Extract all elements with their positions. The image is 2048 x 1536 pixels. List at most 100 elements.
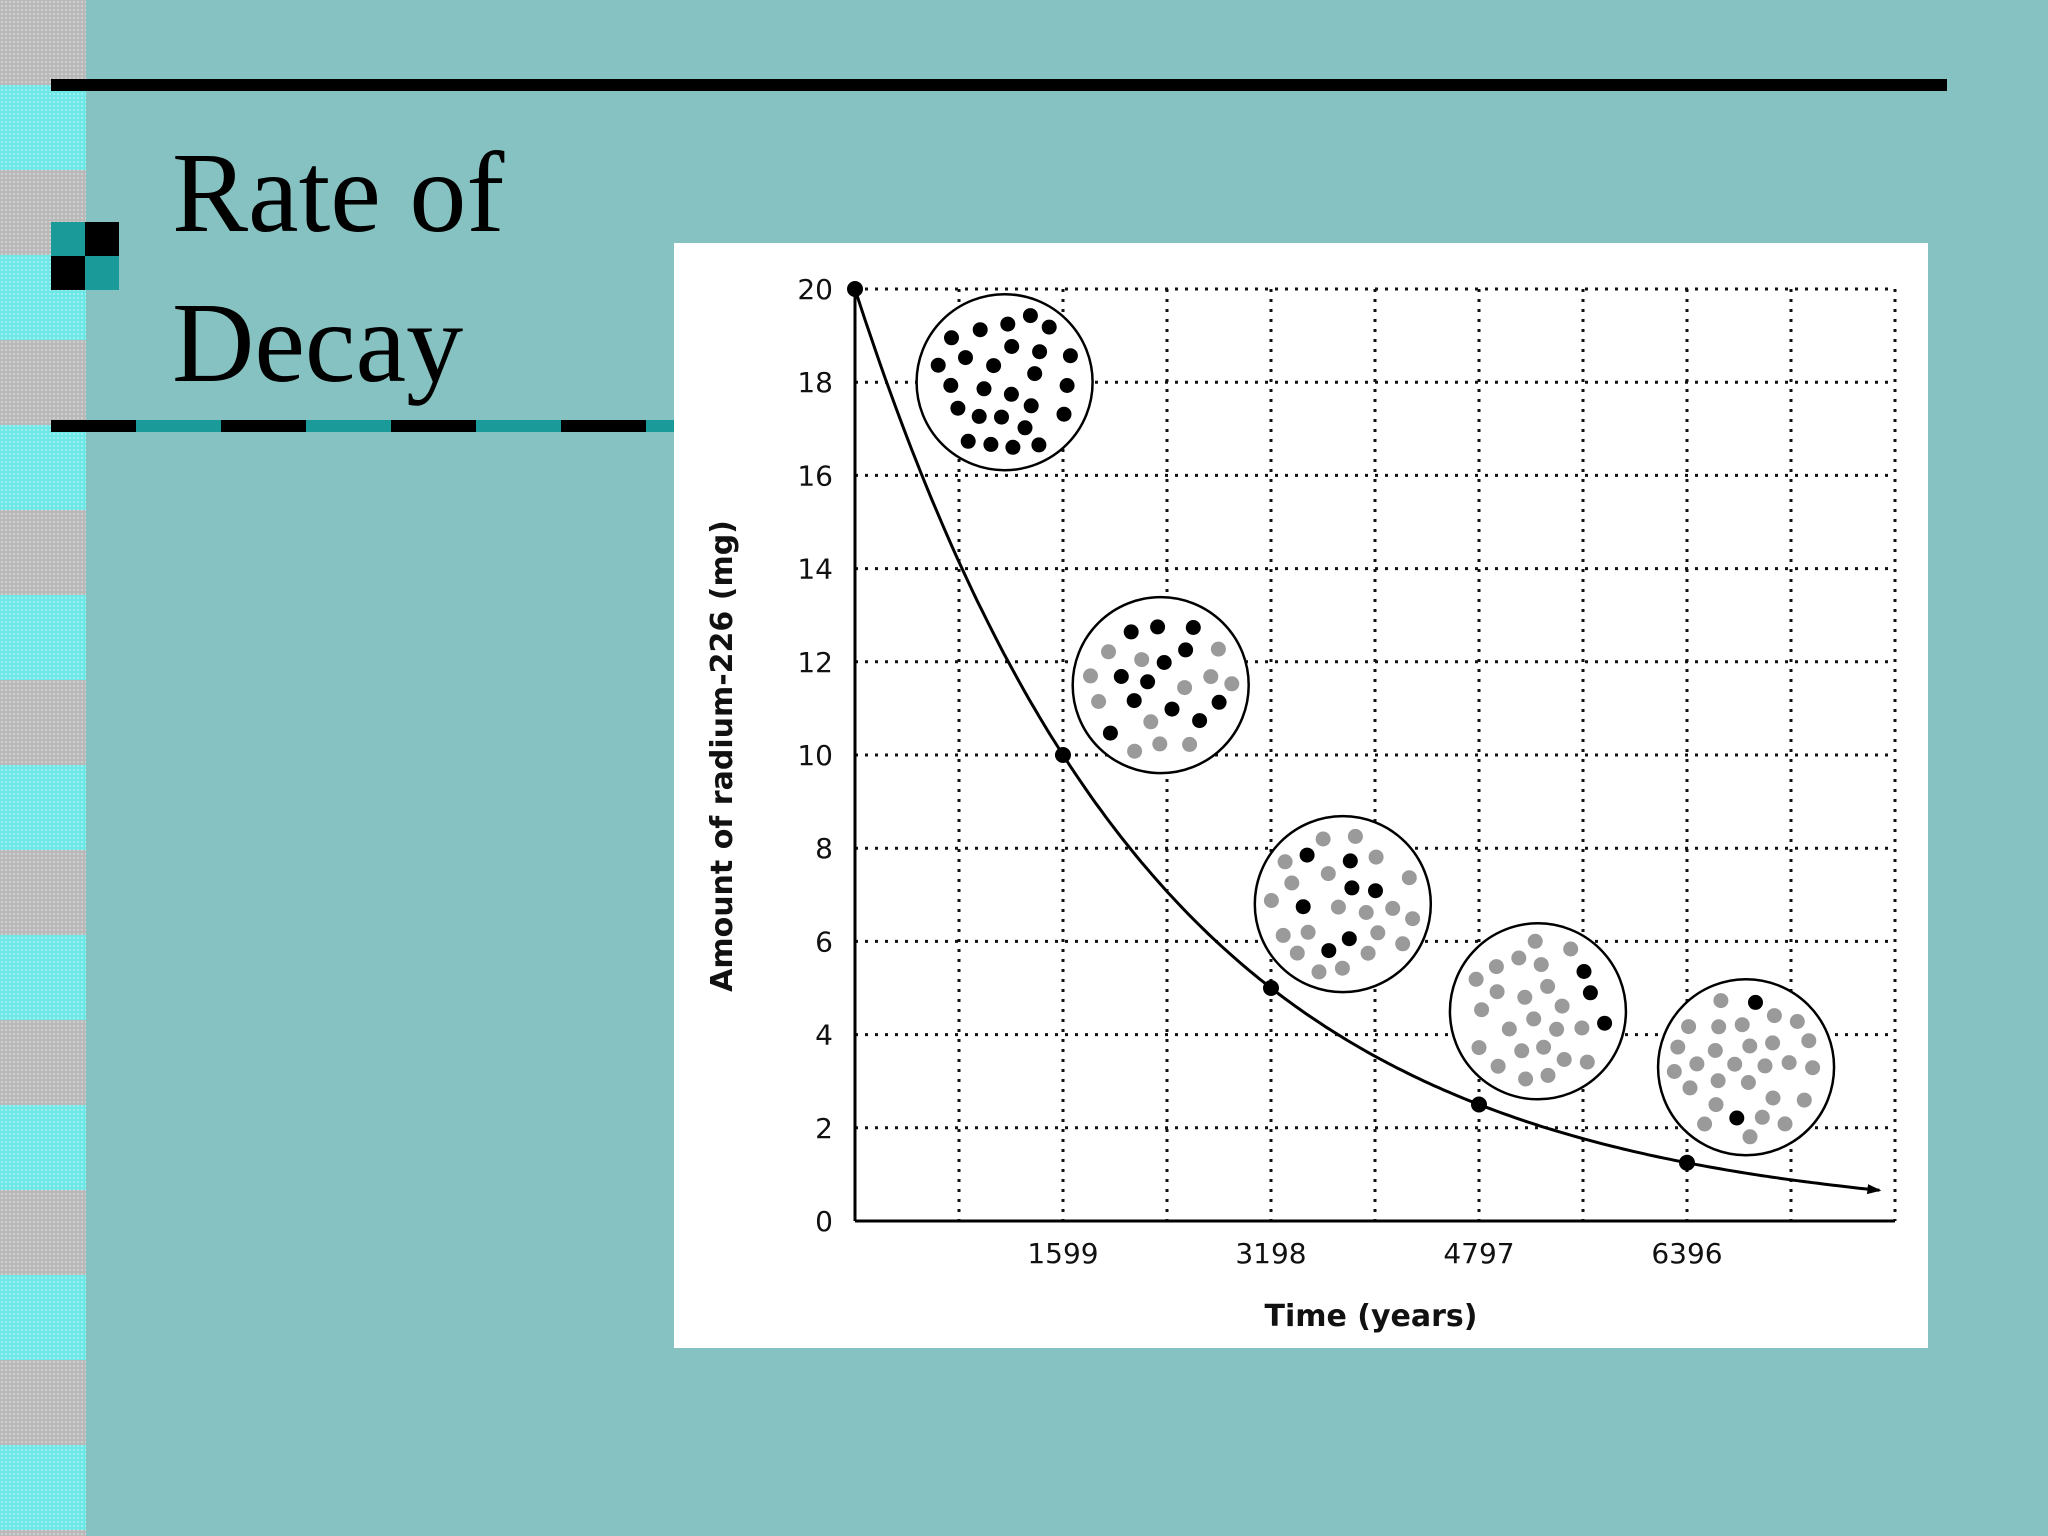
y-tick-label: 14: [797, 553, 833, 586]
title-underline-rule: [51, 420, 675, 432]
radium-atom-dot: [1185, 620, 1201, 635]
radium-atom-dot: [1178, 642, 1194, 658]
data-point: [1679, 1154, 1695, 1171]
decayed-atom-dot: [1707, 1043, 1723, 1058]
decayed-atom-dot: [1275, 927, 1291, 943]
atom-sample: [1253, 814, 1433, 994]
decayed-atom-dot: [1540, 1067, 1556, 1083]
radium-atom-dot: [943, 377, 959, 393]
decayed-atom-dot: [1405, 911, 1421, 927]
decayed-atom-dot: [1334, 960, 1350, 976]
data-point: [847, 281, 863, 297]
radium-atom-dot: [1729, 1110, 1745, 1126]
decayed-atom-dot: [1401, 870, 1417, 886]
y-tick-label: 16: [797, 459, 833, 492]
radium-atom-dot: [1576, 964, 1592, 979]
decayed-atom-dot: [1289, 945, 1305, 961]
decayed-atom-dot: [1263, 893, 1279, 908]
chart-axes: [853, 289, 1895, 1223]
radium-atom-dot: [1321, 943, 1337, 959]
decayed-atom-dot: [1549, 1021, 1565, 1037]
decay-chart: 0 2 4 6 8 10 12 14 16 18 20 1599 3198 4797 6396 Time …: [705, 273, 1897, 1334]
radium-atom-dot: [1056, 406, 1072, 422]
radium-atom-dot: [1150, 619, 1166, 635]
decayed-atom-dot: [1368, 849, 1384, 865]
decayed-atom-dot: [1742, 1129, 1758, 1145]
decayed-atom-dot: [1781, 1055, 1797, 1071]
x-tick-label: 1599: [1027, 1237, 1098, 1270]
decayed-atom-dot: [1514, 1043, 1530, 1059]
decayed-atom-dot: [1554, 998, 1570, 1014]
decayed-atom-dot: [1203, 669, 1219, 685]
decayed-atom-dot: [1805, 1060, 1821, 1076]
atom-sample-illustrations: [915, 292, 1836, 1157]
radium-atom-dot: [1102, 725, 1118, 741]
decayed-atom-dot: [1488, 959, 1504, 975]
radium-atom-dot: [1022, 308, 1038, 324]
decayed-atom-dot: [1734, 1017, 1750, 1033]
decayed-atom-dot: [1766, 1008, 1782, 1024]
decayed-atom-dot: [1670, 1039, 1686, 1055]
decayed-atom-dot: [1083, 668, 1098, 684]
decayed-atom-dot: [1101, 644, 1116, 660]
decayed-atom-dot: [1224, 676, 1240, 692]
radium-atom-dot: [958, 350, 973, 366]
decayed-atom-dot: [1681, 1019, 1697, 1035]
decayed-atom-dot: [1801, 1033, 1817, 1049]
decayed-atom-dot: [1527, 933, 1543, 949]
decayed-atom-dot: [1727, 1056, 1743, 1072]
radium-atom-dot: [1344, 880, 1360, 896]
radium-atom-dot: [1000, 316, 1016, 332]
radium-atom-dot: [1156, 655, 1172, 670]
decayed-atom-dot: [1765, 1035, 1781, 1051]
decayed-atom-dot: [1682, 1080, 1698, 1096]
decayed-atom-dot: [1757, 1058, 1773, 1074]
radium-atom-dot: [1299, 847, 1315, 863]
radium-atom-dot: [1192, 713, 1208, 729]
radium-atom-dot: [950, 400, 966, 416]
y-tick-label: 20: [797, 273, 833, 306]
radium-atom-dot: [971, 408, 987, 424]
y-tick-label: 8: [815, 832, 833, 865]
decayed-atom-dot: [1091, 694, 1107, 709]
data-point: [1263, 980, 1279, 996]
decayed-atom-dot: [1518, 1071, 1534, 1087]
y-tick-label: 6: [815, 925, 833, 958]
decayed-atom-dot: [1320, 866, 1336, 882]
decayed-atom-dot: [1526, 1011, 1542, 1027]
y-tick-label: 10: [797, 739, 833, 772]
radium-atom-dot: [1059, 378, 1075, 393]
decayed-atom-dot: [1210, 641, 1226, 657]
data-points: [847, 281, 1695, 1171]
top-divider-rule: [51, 79, 1947, 91]
x-axis-title: Time (years): [1264, 1299, 1477, 1334]
radium-atom-dot: [1003, 386, 1019, 402]
decayed-atom-dot: [1563, 941, 1579, 957]
decayed-atom-dot: [1574, 1020, 1590, 1036]
radium-atom-dot: [1017, 420, 1033, 436]
radium-atom-dot: [1368, 883, 1383, 899]
decayed-atom-dot: [1358, 905, 1374, 920]
decayed-atom-dot: [1489, 984, 1505, 1000]
radium-atom-dot: [1126, 693, 1142, 709]
radium-atom-dot: [1748, 994, 1763, 1010]
radium-atom-dot: [1341, 931, 1357, 947]
radium-atom-dot: [1342, 853, 1358, 869]
y-tick-labels: 0 2 4 6 8 10 12 14 16 18 20: [797, 273, 833, 1238]
radium-atom-dot: [976, 381, 992, 397]
decayed-atom-dot: [1385, 900, 1401, 916]
decayed-atom-dot: [1468, 971, 1484, 987]
radium-atom-dot: [1582, 985, 1598, 1001]
decayed-atom-dot: [1556, 1052, 1572, 1067]
radium-atom-dot: [1005, 439, 1021, 455]
decayed-atom-dot: [1370, 925, 1386, 941]
decayed-atom-dot: [1395, 936, 1411, 952]
decayed-atom-dot: [1754, 1109, 1770, 1125]
y-tick-label: 0: [815, 1205, 833, 1238]
radium-atom-dot: [1041, 319, 1057, 335]
decay-curve-series: [853, 288, 1882, 1195]
decayed-atom-dot: [1474, 1002, 1490, 1018]
decayed-atom-dot: [1517, 989, 1533, 1005]
radium-atom-dot: [1295, 899, 1311, 915]
radium-atom-dot: [930, 357, 946, 373]
